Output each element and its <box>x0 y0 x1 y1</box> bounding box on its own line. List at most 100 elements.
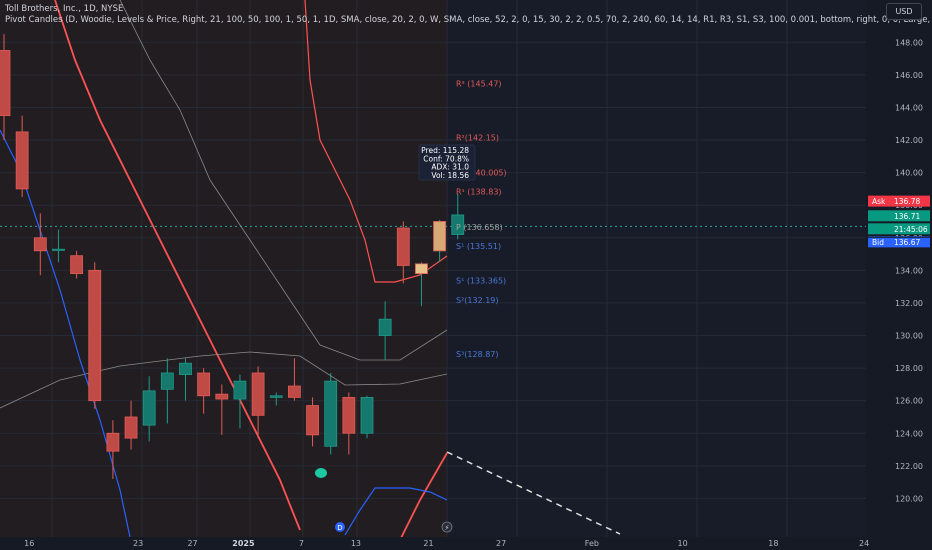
time-tick-label: Feb <box>585 539 599 548</box>
prediction-box-line: Pred: 115.28 <box>421 146 469 155</box>
price-tick-label: 126.00 <box>895 397 923 406</box>
candle-body <box>160 372 174 390</box>
lower-band-line <box>0 351 448 409</box>
time-tick-label: 10 <box>678 539 688 548</box>
pivot-candle-body <box>433 221 447 252</box>
price-tag-value: 136.78 <box>894 197 920 206</box>
prediction-box-line: Vol: 18.56 <box>431 171 469 180</box>
candle-body <box>306 405 319 436</box>
candle-body <box>360 397 374 434</box>
price-tick-label: 122.00 <box>895 462 923 471</box>
candle-body <box>197 372 211 397</box>
pivot-level-label: S³(128.87) <box>456 350 499 359</box>
time-tick-label: 16 <box>24 539 34 548</box>
candle-body <box>324 380 338 447</box>
candle-body <box>287 385 301 398</box>
prediction-box-bg <box>418 144 476 181</box>
dividend-marker <box>335 522 345 532</box>
candle-body <box>396 227 410 266</box>
time-tick-label: 27 <box>187 539 197 548</box>
prediction-line <box>446 451 621 535</box>
price-tick-label: 124.00 <box>895 429 923 438</box>
price-tag-bg <box>868 236 930 248</box>
price-tag-side: Ask <box>872 197 886 206</box>
candle-body <box>33 237 47 252</box>
price-tick-label: 134.00 <box>895 266 923 275</box>
candle-body <box>142 390 156 426</box>
candle-body <box>251 372 265 416</box>
price-tag-separator <box>868 236 930 238</box>
time-tick-label: 24 <box>859 539 869 548</box>
pivot-level-label: P (136.658) <box>456 223 503 232</box>
candle-body <box>451 214 465 235</box>
candle-body <box>378 318 392 336</box>
support-curve <box>344 487 448 536</box>
pivot-level-label: R¹ (140.005) <box>456 169 507 178</box>
time-tick-label: 27 <box>496 539 506 548</box>
price-tag-bg <box>868 210 930 222</box>
price-tick-label: 144.00 <box>895 103 923 112</box>
price-axis-bg <box>866 0 932 550</box>
price-tag-side: Bid <box>872 238 884 247</box>
time-tick-label: 18 <box>768 539 778 548</box>
price-tick-label: 148.00 <box>895 38 923 47</box>
pivot-candle-body <box>415 263 428 275</box>
indicator-bands <box>0 0 621 550</box>
middle-band-line <box>119 0 448 361</box>
price-tick-label: 132.00 <box>895 299 923 308</box>
forecast-region <box>447 0 866 537</box>
time-tick-label: 13 <box>351 539 361 548</box>
candle-body <box>215 393 229 400</box>
candle-body <box>269 395 283 398</box>
candle-body <box>70 255 83 275</box>
lightning-icon: ⚡ <box>445 524 450 532</box>
candle-body <box>52 248 65 251</box>
candles <box>0 34 465 479</box>
price-tag-bg <box>868 223 930 235</box>
signal-dot <box>315 468 327 478</box>
grid <box>0 0 878 537</box>
time-tick-label: 2025 <box>232 539 255 548</box>
time-tick-label: 23 <box>133 539 143 548</box>
candle-body <box>15 131 29 190</box>
time-tick-label: 21 <box>423 539 433 548</box>
pivot-level-label: R³ (145.47) <box>456 80 502 89</box>
candle-body <box>179 362 192 376</box>
price-tag-value: 136.67 <box>894 238 920 247</box>
price-tag-value: 136.71 <box>894 212 920 221</box>
price-tick-label: 146.00 <box>895 71 923 80</box>
pivot-level-label: S¹ (135.51) <box>456 242 501 251</box>
time-axis-bg <box>0 537 932 550</box>
price-axis: 120.00 122.00 124.00 126.00 128.00 130.00 132.… <box>866 0 932 550</box>
upper-channel-line <box>304 0 448 283</box>
candle-body <box>88 269 102 402</box>
price-tag-value: 21:45:06 <box>894 225 928 234</box>
pivot-level-label: S¹ (133.365) <box>456 277 506 286</box>
pivot-level-label: R¹ (138.83) <box>456 188 502 197</box>
candle-body <box>106 432 120 452</box>
pivot-levels: R³ (145.47) R²(142.15) R¹ (140.005) R¹ (138… <box>456 80 507 359</box>
time-tick-label: 7 <box>299 539 304 548</box>
prediction-box-line: ADX: 31.0 <box>431 163 469 172</box>
indicator-legend[interactable]: Pivot Candles (D, Woodie, Levels & Price… <box>5 15 932 25</box>
currency-button[interactable]: USD <box>886 3 922 20</box>
price-tick-label: 142.00 <box>895 136 923 145</box>
price-tick-label: 140.00 <box>895 169 923 178</box>
candle-body <box>342 397 356 434</box>
history-region <box>0 0 447 537</box>
pivot-level-label: S²(132.19) <box>456 296 499 305</box>
candle-body <box>0 50 11 116</box>
trend-line <box>394 452 448 550</box>
upper-envelope-line <box>54 0 301 531</box>
price-tick-label: 130.00 <box>895 332 923 341</box>
price-tick-label: 120.00 <box>895 494 923 503</box>
pivot-level-label: R²(142.15) <box>456 134 499 143</box>
dividend-marker-label: D <box>337 524 342 532</box>
symbol-title[interactable]: Toll Brothers, Inc., 1D, NYSE <box>5 4 124 14</box>
time-axis: 16 23 27 2025 7 13 21 27 Feb 10 18 24 <box>0 537 932 550</box>
prediction-box-line: Conf: 70.8% <box>423 154 469 163</box>
price-tag-bg <box>868 195 930 207</box>
